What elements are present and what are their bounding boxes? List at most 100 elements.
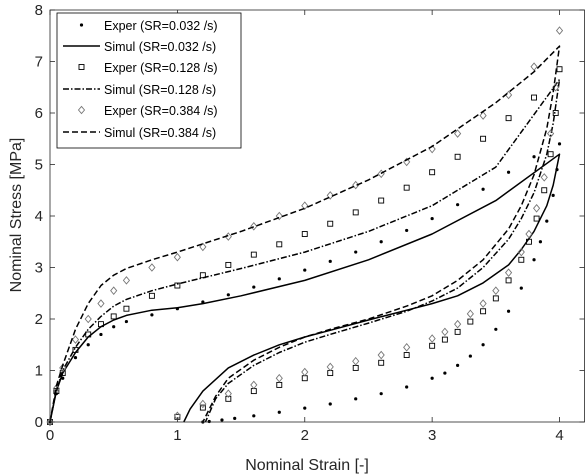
legend-label: Exper (SR=0.032 /s) xyxy=(104,19,218,33)
series-line xyxy=(49,78,561,423)
data-point xyxy=(326,362,334,372)
data-point xyxy=(352,364,359,371)
data-point xyxy=(379,392,383,396)
data-point xyxy=(148,292,155,299)
data-point xyxy=(327,220,334,227)
data-point xyxy=(467,318,474,325)
data-point xyxy=(303,406,307,410)
data-point xyxy=(98,321,104,328)
y-tick-label: 8 xyxy=(35,2,43,19)
data-point xyxy=(220,418,224,422)
data-point xyxy=(403,157,411,167)
series-2 xyxy=(49,153,561,423)
y-tick-label: 6 xyxy=(35,105,43,122)
data-point xyxy=(354,250,358,254)
data-point xyxy=(504,268,513,277)
data-point xyxy=(301,231,308,237)
data-point xyxy=(430,376,434,380)
y-axis-title: Nominal Stress [MPa] xyxy=(8,138,25,293)
legend-entry-simul-0384: Simul (SR=0.384 /s) xyxy=(63,126,216,140)
y-tick-label: 3 xyxy=(35,260,43,277)
plot-area xyxy=(46,26,564,427)
data-point xyxy=(53,388,60,395)
data-point xyxy=(124,319,129,324)
data-point xyxy=(327,370,334,377)
data-point xyxy=(443,371,447,375)
data-point xyxy=(378,197,385,204)
x-tick-label: 4 xyxy=(555,427,563,444)
data-point xyxy=(547,151,554,158)
data-point xyxy=(429,169,436,176)
legend-symbol xyxy=(77,105,86,115)
data-point xyxy=(506,309,511,313)
data-point xyxy=(328,259,332,263)
data-point xyxy=(505,115,512,122)
data-point xyxy=(532,258,536,262)
data-point xyxy=(301,375,308,382)
data-point xyxy=(224,389,232,398)
data-point xyxy=(481,187,485,191)
legend: Exper (SR=0.032 /s) Simul (SR=0.032 /s) … xyxy=(56,12,242,149)
data-point xyxy=(454,328,461,335)
data-point xyxy=(525,229,533,239)
data-point xyxy=(301,367,309,377)
data-point xyxy=(466,309,474,319)
data-point xyxy=(403,352,410,358)
data-point xyxy=(352,209,359,216)
legend-symbol xyxy=(79,23,84,27)
data-point xyxy=(551,193,555,197)
series-4 xyxy=(49,78,561,423)
data-point xyxy=(538,240,543,244)
data-point xyxy=(494,327,498,331)
legend-label: Exper (SR=0.128 /s) xyxy=(104,61,218,75)
legend-entry-exper-0384: Exper (SR=0.384 /s) xyxy=(77,104,218,118)
data-point xyxy=(430,216,434,221)
data-point xyxy=(110,313,117,320)
data-point xyxy=(46,417,54,427)
data-point xyxy=(378,359,385,366)
y-tick-label: 1 xyxy=(35,363,43,380)
data-point xyxy=(505,277,512,284)
legend-label: Simul (SR=0.032 /s) xyxy=(104,40,216,54)
data-point xyxy=(468,354,472,358)
data-point xyxy=(552,82,560,92)
data-point xyxy=(441,327,449,337)
data-point xyxy=(199,404,206,411)
data-point xyxy=(377,350,385,360)
data-point xyxy=(277,277,281,281)
data-point xyxy=(403,184,410,191)
data-point xyxy=(112,325,116,329)
y-tick-label: 7 xyxy=(35,54,43,71)
data-point xyxy=(252,285,256,289)
data-point xyxy=(441,336,448,343)
data-point xyxy=(557,142,562,146)
data-point xyxy=(276,241,283,248)
y-tick-label: 2 xyxy=(35,311,43,328)
data-point xyxy=(547,129,555,138)
legend-label: Simul (SR=0.384 /s) xyxy=(104,126,216,140)
x-tick-label: 0 xyxy=(46,427,54,444)
data-point xyxy=(73,356,78,360)
series-line xyxy=(49,153,561,423)
data-point xyxy=(480,135,487,142)
x-tick-label: 3 xyxy=(428,427,436,444)
data-point xyxy=(519,286,523,290)
data-point xyxy=(428,334,436,343)
data-point xyxy=(199,399,207,409)
data-point xyxy=(226,293,230,297)
data-point xyxy=(526,238,532,245)
legend-symbol xyxy=(78,64,85,70)
data-point xyxy=(225,261,232,268)
data-point xyxy=(479,111,487,120)
data-point xyxy=(545,219,549,223)
data-point xyxy=(225,395,232,402)
data-point xyxy=(71,335,80,344)
data-point xyxy=(530,62,538,71)
legend-entry-simul-0032: Simul (SR=0.032 /s) xyxy=(63,40,216,54)
series-line xyxy=(49,45,561,423)
data-point xyxy=(233,416,237,420)
x-tick-label: 2 xyxy=(301,427,309,444)
data-point xyxy=(454,129,462,138)
data-point xyxy=(541,187,548,194)
